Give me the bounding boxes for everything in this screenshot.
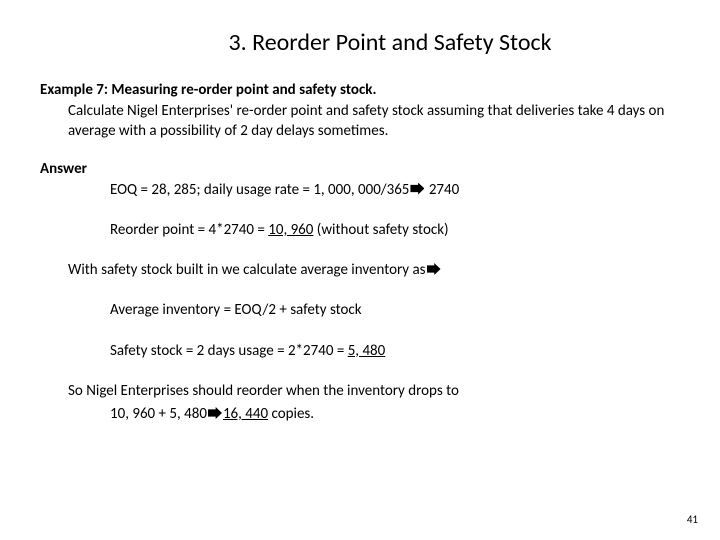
- avg-inventory-line: Average inventory = EOQ/2 + safety stock: [110, 300, 680, 320]
- final-sub-prefix: 10, 960 + 5, 480: [110, 405, 207, 423]
- arrow-icon: [410, 183, 424, 195]
- arrow-icon: [427, 263, 441, 275]
- eoq-prefix: EOQ = 28, 285; daily usage rate = 1, 000…: [110, 181, 409, 199]
- final-sub-line: 10, 960 + 5, 480 16, 440 copies.: [110, 405, 680, 423]
- safety-prefix: Safety stock = 2 days usage = 2*2740 =: [110, 342, 348, 360]
- final-sub-suffix: copies.: [268, 405, 314, 423]
- reorder-line: Reorder point = 4*2740 = 10, 960 (withou…: [110, 220, 680, 240]
- with-safety-line: With safety stock built in we calculate …: [68, 260, 680, 280]
- reorder-prefix: Reorder point = 4*2740 =: [110, 221, 268, 239]
- arrow-icon: [208, 407, 222, 419]
- final-sub-value: 16, 440: [223, 405, 268, 423]
- page-number: 41: [687, 513, 698, 526]
- page-title: 3. Reorder Point and Safety Stock: [100, 28, 680, 57]
- reorder-value: 10, 960: [268, 221, 313, 239]
- final-line: So Nigel Enterprises should reorder when…: [68, 381, 680, 401]
- example-heading: Example 7: Measuring re-order point and …: [40, 81, 680, 99]
- safety-stock-line: Safety stock = 2 days usage = 2*2740 = 5…: [110, 341, 680, 361]
- answer-label: Answer: [40, 160, 680, 178]
- with-safety-text: With safety stock built in we calculate …: [68, 261, 426, 279]
- problem-statement: Calculate Nigel Enterprises' re-order po…: [68, 101, 680, 142]
- reorder-suffix: (without safety stock): [313, 221, 448, 239]
- safety-value: 5, 480: [348, 342, 386, 360]
- eoq-suffix: 2740: [425, 181, 459, 199]
- eoq-line: EOQ = 28, 285; daily usage rate = 1, 000…: [110, 180, 680, 200]
